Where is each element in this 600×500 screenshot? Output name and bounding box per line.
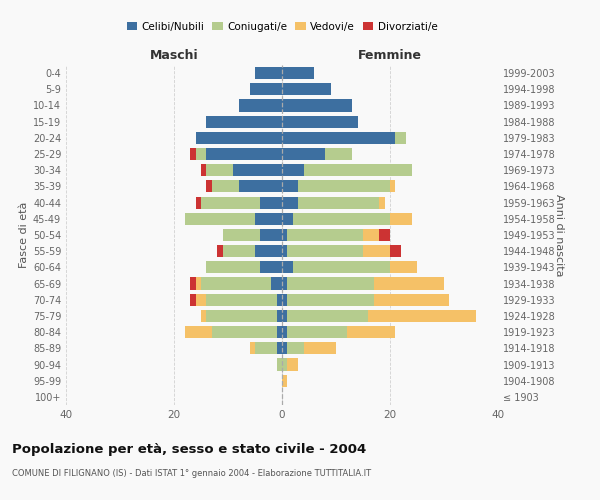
Bar (304, 164, 412, 176)
Bar (190, 148, 196, 160)
Bar (287, 358, 298, 370)
Y-axis label: Fasce di età: Fasce di età (19, 202, 29, 268)
Bar (239, 180, 282, 192)
Legend: Celibi/Nubili, Coniugati/e, Vedovi/e, Divorziati/e: Celibi/Nubili, Coniugati/e, Vedovi/e, Di… (122, 18, 442, 36)
Bar (223, 245, 255, 258)
Bar (282, 132, 395, 144)
Bar (277, 310, 282, 322)
Bar (374, 278, 444, 289)
Bar (196, 196, 201, 208)
Bar (287, 310, 368, 322)
Bar (298, 180, 390, 192)
Bar (206, 164, 233, 176)
Bar (282, 164, 304, 176)
Bar (368, 310, 476, 322)
Bar (250, 83, 282, 96)
Bar (201, 164, 206, 176)
Bar (287, 342, 304, 354)
Bar (255, 67, 282, 79)
Bar (282, 358, 287, 370)
Bar (293, 262, 390, 274)
Bar (196, 278, 201, 289)
Bar (390, 180, 395, 192)
Bar (347, 326, 395, 338)
Bar (185, 212, 255, 225)
Bar (282, 294, 287, 306)
Bar (255, 212, 282, 225)
Bar (190, 278, 196, 289)
Bar (390, 245, 401, 258)
Bar (201, 196, 260, 208)
Bar (298, 196, 379, 208)
Bar (185, 326, 212, 338)
Bar (206, 116, 282, 128)
Bar (282, 342, 287, 354)
Bar (196, 294, 206, 306)
Bar (282, 83, 331, 96)
Bar (260, 229, 282, 241)
Bar (250, 342, 255, 354)
Text: Popolazione per età, sesso e stato civile - 2004: Popolazione per età, sesso e stato civil… (12, 442, 366, 456)
Bar (271, 278, 282, 289)
Bar (282, 148, 325, 160)
Bar (233, 164, 282, 176)
Bar (223, 229, 260, 241)
Bar (282, 374, 287, 387)
Bar (287, 245, 363, 258)
Bar (206, 148, 282, 160)
Bar (196, 148, 206, 160)
Bar (282, 212, 293, 225)
Bar (282, 278, 287, 289)
Bar (287, 278, 374, 289)
Bar (282, 229, 287, 241)
Bar (206, 180, 212, 192)
Bar (282, 310, 287, 322)
Bar (255, 342, 277, 354)
Bar (282, 245, 287, 258)
Bar (379, 229, 390, 241)
Bar (255, 245, 282, 258)
Bar (379, 196, 385, 208)
Bar (277, 326, 282, 338)
Text: COMUNE DI FILIGNANO (IS) - Dati ISTAT 1° gennaio 2004 - Elaborazione TUTTITALIA.: COMUNE DI FILIGNANO (IS) - Dati ISTAT 1°… (12, 469, 371, 478)
Bar (287, 294, 374, 306)
Bar (304, 342, 336, 354)
Bar (395, 132, 406, 144)
Y-axis label: Anni di nascita: Anni di nascita (554, 194, 564, 276)
Bar (260, 262, 282, 274)
Bar (282, 196, 298, 208)
Bar (287, 326, 347, 338)
Bar (293, 212, 390, 225)
Bar (390, 212, 412, 225)
Bar (277, 294, 282, 306)
Bar (277, 358, 282, 370)
Bar (201, 278, 271, 289)
Bar (374, 294, 449, 306)
Bar (190, 294, 196, 306)
Bar (206, 262, 260, 274)
Bar (277, 342, 282, 354)
Bar (282, 67, 314, 79)
Bar (363, 229, 379, 241)
Bar (196, 132, 282, 144)
Bar (212, 326, 277, 338)
Bar (282, 100, 352, 112)
Bar (206, 310, 277, 322)
Bar (201, 310, 206, 322)
Text: Femmine: Femmine (358, 49, 422, 62)
Bar (287, 229, 363, 241)
Bar (282, 326, 287, 338)
Bar (282, 262, 293, 274)
Bar (217, 245, 223, 258)
Bar (212, 180, 239, 192)
Bar (363, 245, 390, 258)
Bar (260, 196, 282, 208)
Bar (390, 262, 417, 274)
Bar (239, 100, 282, 112)
Text: Maschi: Maschi (149, 49, 199, 62)
Bar (206, 294, 277, 306)
Bar (325, 148, 352, 160)
Bar (282, 116, 358, 128)
Bar (282, 180, 298, 192)
